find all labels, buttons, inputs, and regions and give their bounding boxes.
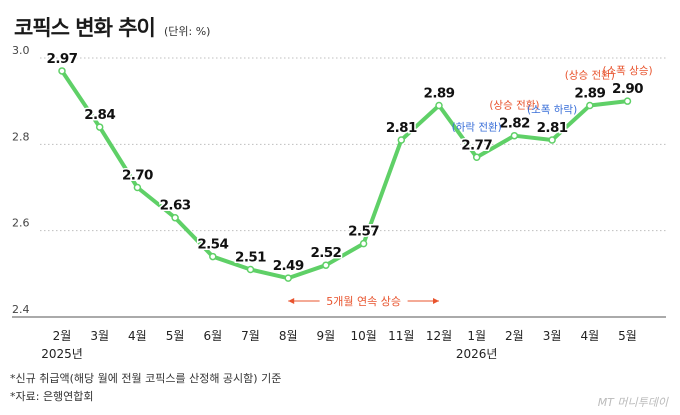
footnote-basis: *신규 취급액(해당 월에 전월 코픽스를 산정해 공시함) 기준 <box>10 372 282 385</box>
data-label: 2.63 <box>160 198 191 214</box>
data-label: 2.70 <box>122 168 153 184</box>
data-label: 2.52 <box>310 245 341 261</box>
data-point <box>435 101 443 110</box>
data-label: 2.49 <box>273 258 304 274</box>
annotation-fall: (하락 전환) <box>452 120 502 133</box>
x-tick-label: 2월 <box>53 329 72 343</box>
x-tick-label: 10월 <box>350 329 376 343</box>
data-label: 2.81 <box>537 120 568 136</box>
range-arrowhead-right <box>433 298 439 304</box>
y-tick-label: 2.6 <box>12 217 30 230</box>
footnote-source: *자료: 은행연합회 <box>10 390 94 403</box>
x-tick-label: 2월 <box>505 329 524 343</box>
data-label: 2.57 <box>348 224 379 240</box>
y-tick-label: 2.8 <box>12 130 30 143</box>
x-tick-label: 1월 <box>467 329 486 343</box>
data-label: 2.54 <box>197 237 228 253</box>
chart-header: 코픽스 변화 추이 (단위: %) <box>14 12 210 42</box>
annotation-rise: (상승 전환) <box>489 100 539 112</box>
data-point <box>623 97 632 105</box>
data-point <box>548 136 556 144</box>
data-label: 2.89 <box>574 85 605 101</box>
x-tick-label: 8월 <box>279 329 298 343</box>
data-point <box>586 101 594 110</box>
data-label: 2.82 <box>499 116 530 132</box>
x-tick-label: 6월 <box>203 329 222 343</box>
data-point <box>510 131 519 140</box>
series-line <box>60 68 630 281</box>
year-label: 2025년 <box>41 347 83 361</box>
x-tick-label: 7월 <box>241 329 260 343</box>
data-label: 2.89 <box>424 85 455 101</box>
data-point <box>58 67 66 75</box>
range-note: 5개월 연속 상승 <box>326 295 401 308</box>
data-point <box>284 274 292 282</box>
data-point <box>209 252 217 261</box>
data-label: 2.51 <box>235 250 266 266</box>
x-tick-label: 12월 <box>426 329 452 343</box>
data-point <box>359 239 368 248</box>
x-tick-label: 4월 <box>580 329 599 343</box>
data-label: 2.84 <box>84 107 115 123</box>
unit-label: (단위: %) <box>163 25 211 38</box>
annotation-rise: (소폭 상승) <box>602 65 652 77</box>
data-label: 2.90 <box>612 81 643 97</box>
range-arrowhead-left <box>288 298 295 304</box>
x-tick-label: 9월 <box>317 329 336 343</box>
data-point <box>397 136 406 144</box>
publisher-logo: MT 머니투데이 <box>597 396 668 409</box>
y-tick-label: 3.0 <box>12 44 30 57</box>
data-label: 2.81 <box>386 120 417 136</box>
x-tick-label: 4월 <box>128 329 147 343</box>
x-tick-label: 3월 <box>90 329 109 343</box>
x-tick-label: 11월 <box>388 329 414 343</box>
x-tick-label: 5월 <box>166 329 185 343</box>
y-tick-label: 2.4 <box>12 303 30 316</box>
annotation-rise: (상승 전환) <box>565 69 615 81</box>
data-point <box>133 183 142 192</box>
data-label: 2.97 <box>47 51 78 67</box>
annotation-fall: (소폭 하락) <box>527 103 577 116</box>
x-tick-label: 3월 <box>543 329 562 343</box>
chart-title: 코픽스 변화 추이 <box>14 16 156 40</box>
data-point <box>322 261 330 269</box>
data-point <box>95 123 104 131</box>
x-tick-label: 5월 <box>618 329 637 343</box>
data-label: 2.77 <box>461 137 492 153</box>
data-point <box>472 153 481 162</box>
data-point <box>246 265 255 274</box>
year-label: 2026년 <box>456 347 498 361</box>
data-point <box>171 213 179 222</box>
